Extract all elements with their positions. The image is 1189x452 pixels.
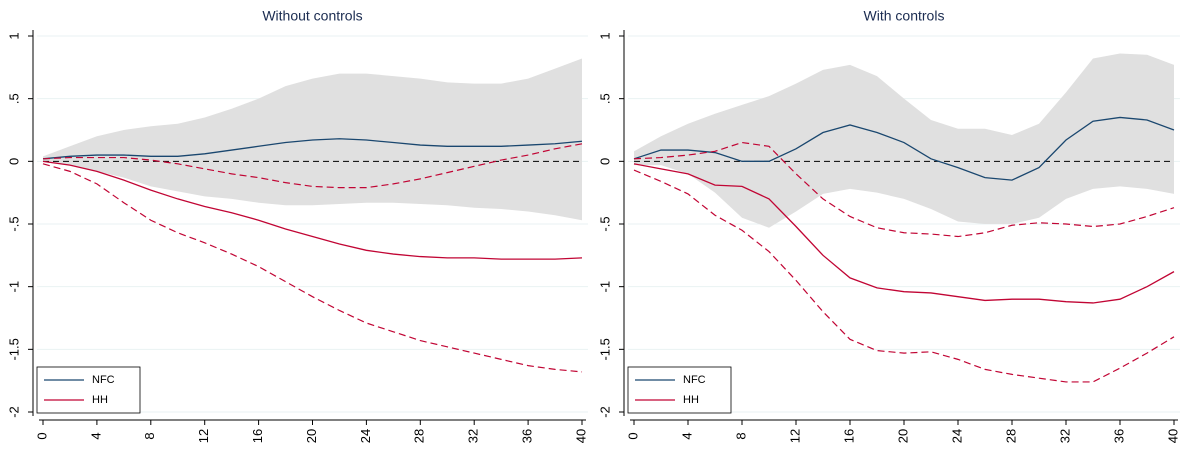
y-tick-label: -1.5 [6,338,21,360]
chart-title: Without controls [262,8,362,24]
y-tick-label: .5 [6,93,21,104]
x-tick-label: 28 [1003,429,1018,443]
series-line [42,160,583,260]
legend-box [36,366,141,414]
series-line [633,116,1175,181]
legend-label: HH [92,394,108,406]
x-tick-label: 40 [1165,429,1180,443]
legend-label: NFC [92,374,115,386]
x-tick-label: 36 [1111,429,1126,443]
series-line [42,138,583,160]
x-tick-label: 20 [895,429,910,443]
x-tick-label: 32 [1057,429,1072,443]
y-tick-label: 1 [6,32,21,39]
x-tick-label: 32 [466,429,481,443]
x-tick-label: 8 [142,432,157,439]
x-tick-label: 24 [358,429,373,443]
legend-label: NFC [683,374,706,386]
y-tick-label: -2 [6,406,21,418]
y-tick-label: -.5 [597,216,612,231]
y-tick-label: 1 [597,32,612,39]
x-tick-label: 12 [787,429,802,443]
chart-title: With controls [864,8,945,24]
x-tick-label: 4 [88,432,103,439]
confidence-bound [633,141,1175,238]
x-tick-label: 16 [841,429,856,443]
y-tick-label: .5 [597,93,612,104]
x-tick-label: 0 [625,432,640,439]
legend-label: HH [683,394,699,406]
x-tick-label: 40 [573,429,588,443]
x-tick-label: 8 [733,432,748,439]
x-tick-label: 0 [34,432,49,439]
legend-box [627,366,732,414]
confidence-bound [633,169,1175,383]
x-tick-label: 28 [412,429,427,443]
x-tick-label: 20 [304,429,319,443]
y-tick-label: 0 [597,158,612,165]
x-tick-label: 24 [949,429,964,443]
y-tick-label: -1.5 [597,338,612,360]
y-tick-label: 0 [6,158,21,165]
series-line [633,163,1175,304]
x-tick-label: 4 [679,432,694,439]
confidence-band [634,53,1174,228]
y-tick-label: -1 [6,281,21,293]
x-tick-label: 12 [196,429,211,443]
x-tick-label: 36 [520,429,535,443]
y-tick-label: -1 [597,281,612,293]
y-tick-label: -.5 [6,216,21,231]
x-tick-label: 16 [250,429,265,443]
confidence-bound [42,143,583,189]
confidence-bound [42,163,583,373]
y-tick-label: -2 [597,406,612,418]
